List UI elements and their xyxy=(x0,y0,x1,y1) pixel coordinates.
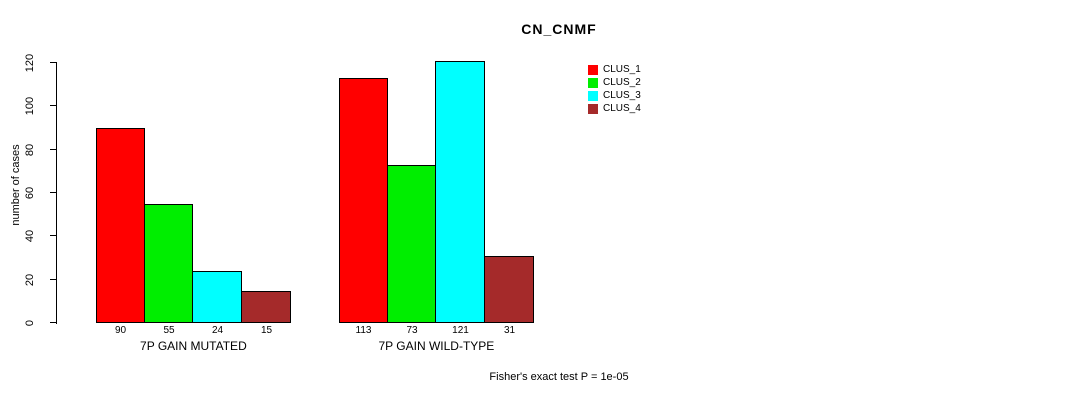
legend-row: CLUS_4 xyxy=(588,102,641,115)
legend-label: CLUS_3 xyxy=(603,90,641,101)
legend-swatch-clus_2 xyxy=(588,77,598,88)
y-axis-tick-label: 120 xyxy=(24,53,36,73)
bar-value-label: 24 xyxy=(211,325,224,336)
y-axis-tick xyxy=(50,279,57,280)
legend-row: CLUS_3 xyxy=(588,89,641,102)
y-axis-tick xyxy=(50,235,57,236)
bar-clus_4-group1 xyxy=(241,291,291,323)
legend-row: CLUS_2 xyxy=(588,76,641,89)
legend-swatch-clus_4 xyxy=(588,103,598,114)
bar-value-label: 15 xyxy=(260,325,273,336)
bar-clus_2-group1 xyxy=(144,204,193,323)
legend-label: CLUS_1 xyxy=(603,64,641,75)
bar-clus_1-group2 xyxy=(339,78,388,323)
y-axis-line xyxy=(56,63,57,324)
legend-swatch-clus_3 xyxy=(588,90,598,101)
legend: CLUS_1 CLUS_2 CLUS_3 CLUS_4 xyxy=(588,63,641,115)
y-axis-tick xyxy=(50,62,57,63)
bar-clus_3-group1 xyxy=(192,271,242,323)
y-axis-tick xyxy=(50,322,57,323)
y-axis-label: number of cases xyxy=(10,144,22,226)
legend-swatch-clus_1 xyxy=(588,64,598,75)
bar-value-label: 90 xyxy=(114,325,127,336)
bar-clus_3-group2 xyxy=(435,61,485,323)
y-axis-tick xyxy=(50,105,57,106)
bar-value-label: 121 xyxy=(452,325,469,336)
legend-label: CLUS_2 xyxy=(603,77,641,88)
legend-label: CLUS_4 xyxy=(603,103,641,114)
bar-clus_2-group2 xyxy=(387,165,436,323)
y-axis-tick xyxy=(50,149,57,150)
bar-value-label: 55 xyxy=(163,325,175,336)
legend-row: CLUS_1 xyxy=(588,63,641,76)
bar-value-label: 31 xyxy=(503,325,516,336)
x-category-label: 7P GAIN MUTATED xyxy=(140,339,247,353)
chart-title: CN_CNMF xyxy=(521,21,597,37)
bar-clus_1-group1 xyxy=(96,128,145,323)
bar-value-label: 73 xyxy=(406,325,418,336)
bar-clus_4-group2 xyxy=(484,256,534,323)
stat-test-annotation: Fisher's exact test P = 1e-05 xyxy=(489,371,629,383)
y-axis-tick xyxy=(50,192,57,193)
bar-value-label: 113 xyxy=(355,325,372,336)
x-category-label: 7P GAIN WILD-TYPE xyxy=(378,339,495,353)
